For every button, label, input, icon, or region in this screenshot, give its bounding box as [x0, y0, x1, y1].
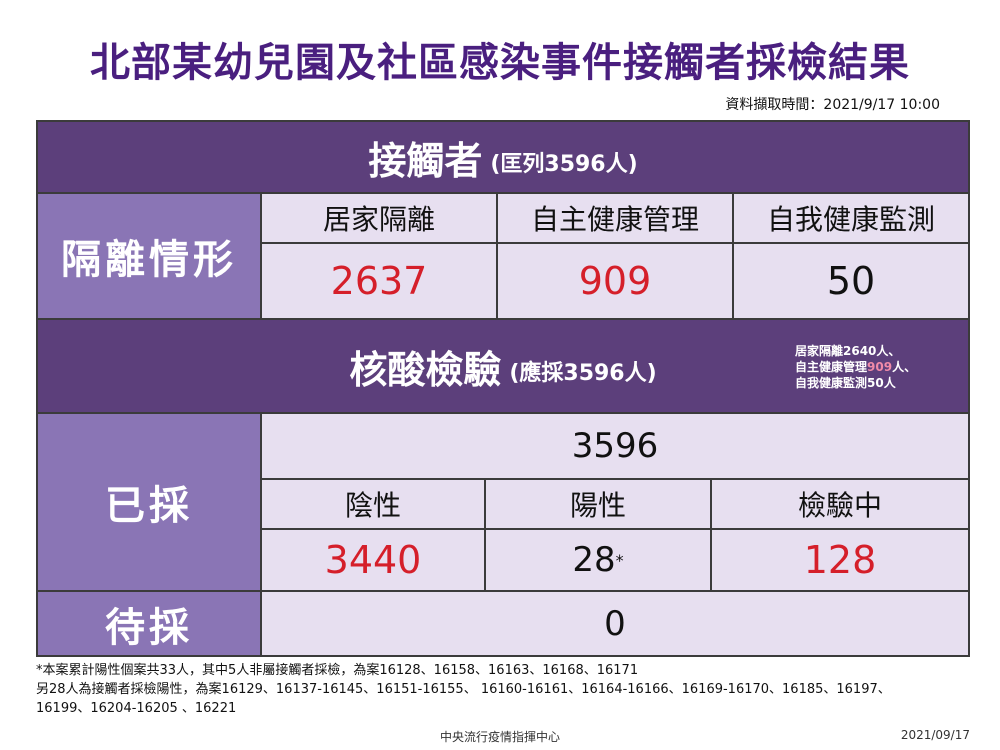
note-self-management-count: 909 [867, 360, 893, 374]
nucleic-test-header-sub: (應採3596人) [509, 361, 657, 386]
isolation-col-self-monitoring: 自我健康監測 [734, 194, 968, 244]
isolation-col-home: 居家隔離 [262, 194, 498, 244]
sampled-value-negative: 3440 [262, 530, 486, 592]
note-self-management: 自主健康管理909人、 [795, 359, 916, 375]
sampled-col-negative: 陰性 [262, 480, 486, 530]
nucleic-test-note: 居家隔離2640人、 自主健康管理909人、 自我健康監測50人 [795, 343, 916, 391]
positive-footnote-mark: * [615, 550, 624, 570]
note-self-management-prefix: 自主健康管理 [795, 360, 868, 374]
note-self-monitoring: 自我健康監測50人 [795, 376, 896, 390]
isolation-value-home: 2637 [262, 244, 498, 320]
isolation-value-self-management: 909 [498, 244, 734, 320]
nucleic-test-header: 核酸檢驗 (應採3596人) [38, 320, 968, 414]
footnote-line-1: *本案累計陽性個案共33人，其中5人非屬接觸者採檢，為案16128、16158、… [36, 663, 639, 678]
page-title: 北部某幼兒園及社區感染事件接觸者採檢結果 [90, 40, 910, 86]
footnote: *本案累計陽性個案共33人，其中5人非屬接觸者採檢，為案16128、16158、… [36, 661, 996, 718]
note-home-isolation: 居家隔離2640人、 [795, 344, 901, 358]
data-timestamp: 資料擷取時間：2021/9/17 10:00 [725, 97, 940, 113]
sampled-label-cell: 已採 [38, 414, 262, 592]
to-sample-value: 0 [262, 592, 968, 655]
sampled-value-positive: 28 [572, 540, 616, 580]
sampled-value-positive-cell: 28 * [486, 530, 712, 592]
sampled-col-pending: 檢驗中 [712, 480, 968, 530]
sampled-value-pending: 128 [712, 530, 968, 592]
footnote-line-3: 16199、16204-16205 、16221 [36, 701, 237, 716]
contacts-header: 接觸者 (匡列3596人) [38, 122, 968, 194]
to-sample-label-cell: 待採 [38, 592, 262, 655]
contacts-header-sub: (匡列3596人) [490, 152, 638, 177]
nucleic-test-header-label: 核酸檢驗 [349, 347, 502, 392]
results-table: 接觸者 (匡列3596人) 隔離情形 居家隔離 自主健康管理 自我健康監測 26… [36, 120, 970, 657]
note-self-management-suffix: 人、 [892, 360, 917, 374]
to-sample-label: 待採 [105, 604, 193, 651]
contacts-header-label: 接觸者 [368, 138, 483, 183]
isolation-label-cell: 隔離情形 [38, 194, 262, 320]
isolation-value-self-monitoring: 50 [734, 244, 968, 320]
isolation-label: 隔離情形 [61, 237, 237, 283]
sampled-total: 3596 [262, 414, 968, 480]
sampled-col-positive: 陽性 [486, 480, 712, 530]
footer-date: 2021/09/17 [900, 728, 970, 742]
sampled-label: 已採 [105, 483, 193, 529]
isolation-col-self-management: 自主健康管理 [498, 194, 734, 244]
footnote-line-2: 另28人為接觸者採檢陽性，為案16129、16137-16145、16151-1… [36, 682, 891, 697]
footer-organization: 中央流行疫情指揮中心 [439, 730, 560, 744]
